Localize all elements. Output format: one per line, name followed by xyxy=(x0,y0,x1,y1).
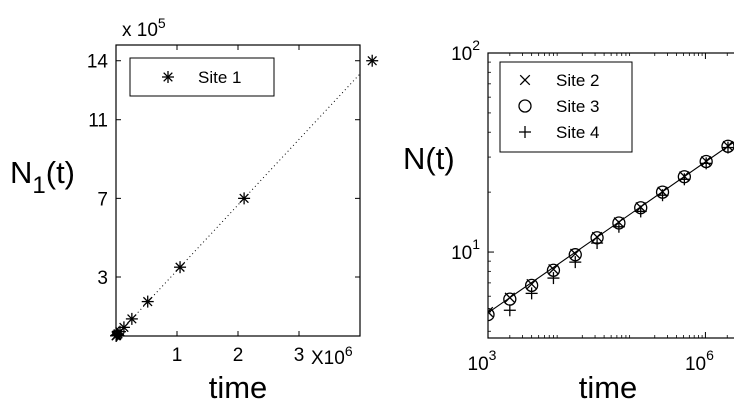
data-point-site1 xyxy=(125,312,138,325)
x-tick-label: 1 xyxy=(172,345,183,366)
legend-marker-site4 xyxy=(519,126,531,138)
legend-marker-site3 xyxy=(518,99,532,113)
data-point-site4 xyxy=(656,189,669,202)
plot-area xyxy=(488,139,734,322)
x-tick-label: 2 xyxy=(233,345,244,366)
y-tick-label: 101 xyxy=(451,236,480,264)
legend-label-site1: Site 1 xyxy=(198,68,241,87)
legend-box xyxy=(129,57,275,97)
fit-line-solid xyxy=(488,141,734,314)
legend-label-site2: Site 2 xyxy=(556,71,599,90)
data-point-site4 xyxy=(547,272,560,285)
data-point-site4 xyxy=(721,141,734,154)
x-axis-multiplier: X106 xyxy=(311,343,353,369)
data-point-site3 xyxy=(503,292,517,306)
data-point-site2 xyxy=(570,248,581,260)
y-axis-label: N(t) xyxy=(403,141,455,176)
y-tick-label: 3 xyxy=(97,268,108,289)
y-tick-label: 14 xyxy=(87,52,109,73)
plot-frame xyxy=(487,52,734,339)
data-point-site1 xyxy=(141,295,154,308)
y-tick-label: 102 xyxy=(451,37,480,65)
panel-sites-log: 103 106 101 102 time N(t) Site 2 Site 3 Site 4 xyxy=(403,37,734,405)
data-point-site1 xyxy=(117,321,130,334)
data-point-site2 xyxy=(488,306,494,318)
data-point-site4 xyxy=(612,220,625,233)
data-point-site2 xyxy=(548,263,559,275)
data-point-site4 xyxy=(700,157,713,170)
data-point-site1 xyxy=(174,261,187,274)
y-tick-label: 11 xyxy=(88,111,108,132)
data-point-site2 xyxy=(591,231,603,243)
legend-label-site4: Site 4 xyxy=(556,123,599,142)
legend: Site 2 Site 3 Site 4 xyxy=(499,61,633,153)
data-point-site4 xyxy=(525,287,538,300)
legend-label-site3: Site 3 xyxy=(556,97,599,116)
x-tick-label: 103 xyxy=(468,347,497,375)
x-axis-label: time xyxy=(209,370,268,405)
y-axis-label: N1(t) xyxy=(10,155,75,199)
data-point-site4 xyxy=(591,237,604,250)
x-axis-label: time xyxy=(579,370,638,405)
x-tick-label: 106 xyxy=(685,347,714,375)
data-point-site1 xyxy=(366,54,379,67)
data-point-site4 xyxy=(678,173,691,186)
data-point-site4 xyxy=(569,256,582,269)
y-tick-label: 7 xyxy=(97,189,108,210)
x-tick-label: 3 xyxy=(294,345,305,366)
legend-marker-site1 xyxy=(162,71,174,83)
data-point-site1 xyxy=(238,192,251,205)
data-point-site4 xyxy=(503,304,516,317)
legend-marker-site2 xyxy=(519,74,531,86)
data-point-site4 xyxy=(634,205,647,218)
y-axis-multiplier: x 105 xyxy=(122,15,166,41)
panel-site1-linear: 1 2 3 3 7 11 14 x 105 X106 time N1(t) Site 1 xyxy=(10,15,379,405)
data-point-site3 xyxy=(488,307,495,322)
legend: Site 1 xyxy=(129,57,275,97)
